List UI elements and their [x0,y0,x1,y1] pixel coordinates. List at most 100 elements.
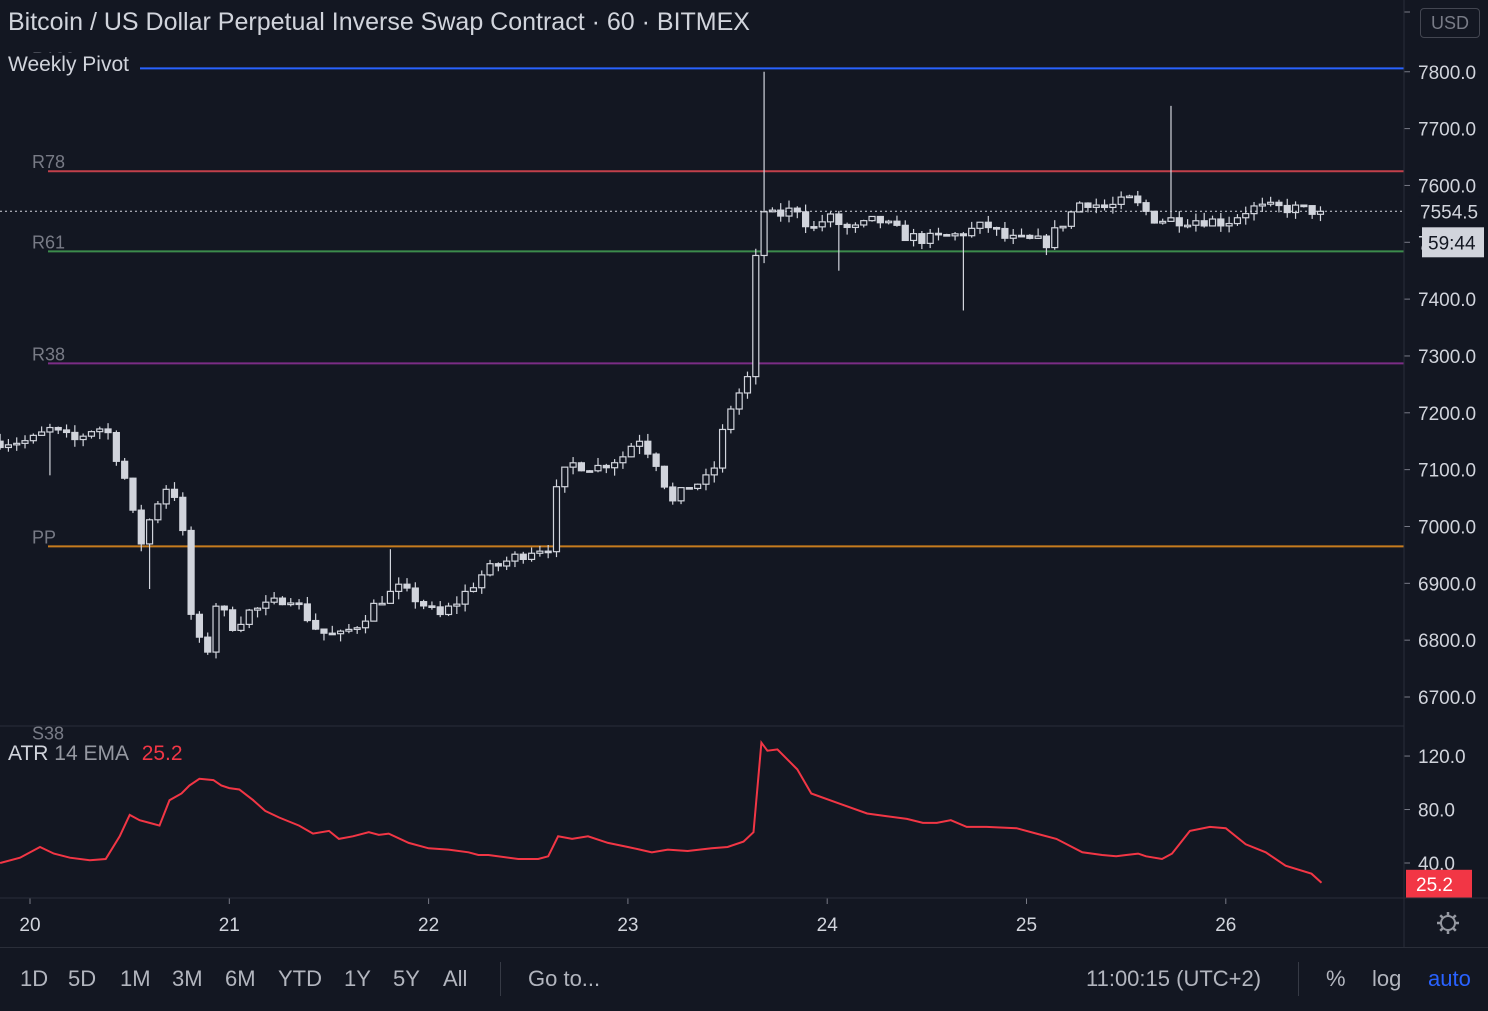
candle-up [38,431,46,436]
pivot-indicator-label[interactable]: Weekly Pivot [8,53,133,77]
candle-up [1009,234,1017,239]
timeframe-5y[interactable]: 5Y [393,966,420,991]
candle-down [312,619,320,630]
candle-down [660,465,669,488]
atr-last-badge [1406,869,1472,898]
candle-up [1067,211,1075,227]
candle-up [154,503,162,521]
price-tick-label: 7100.0 [1418,461,1476,482]
candle-up [1076,202,1084,213]
time-tick-label: 26 [1215,915,1236,936]
candle-up [718,428,727,469]
candle-up [1125,195,1134,199]
log-scale-toggle[interactable]: log [1372,966,1402,991]
candle-up [46,426,54,433]
candle-down [1100,204,1109,209]
price-tick-label: 7600.0 [1418,176,1476,197]
timeframe-3m[interactable]: 3M [172,966,203,991]
gear-icon[interactable] [1437,912,1459,934]
timeframe-1y[interactable]: 1Y [344,966,371,991]
candle-down [278,597,287,606]
currency-button[interactable]: USD [1420,8,1480,38]
candle-down [793,207,801,213]
candle-down [1084,202,1092,208]
timeframe-all[interactable]: All [443,966,468,991]
candle-down [1134,195,1142,204]
candle-up [1059,225,1067,229]
pivot-label-s38: S38 [32,723,64,743]
candle-down [137,509,145,545]
candle-up [237,623,245,631]
candle-down [901,224,909,242]
candle-up [552,486,561,553]
candle-down [303,603,311,622]
pivot-label-r78: R78 [32,152,65,172]
candle-up [1051,227,1059,249]
goto-button[interactable]: Go to... [528,966,601,991]
candle-up [1117,196,1125,205]
candle-up [968,227,976,237]
candle-up [818,221,826,228]
candle-up [885,220,893,224]
toolbar-divider [500,962,501,996]
candle-up [635,440,644,447]
price-tick-label: 7000.0 [1418,517,1476,538]
candle-down [918,233,926,244]
candle-down [121,460,129,479]
candle-down [1200,220,1208,227]
candle-down [652,453,660,467]
candle-down [577,462,585,472]
candle-down [295,602,303,606]
chart-canvas[interactable]: R100R78R61R38PPS38 6700.06800.06900.0700… [0,0,1488,947]
pivot-label-pp: PP [32,527,56,547]
time-tick-label: 21 [219,915,240,936]
candle-down [320,628,328,634]
candle-down [1042,235,1051,249]
candle-up [1267,201,1275,205]
candle-up [760,211,768,257]
candle-down [1283,204,1291,214]
countdown-label: 59:44 [1428,233,1476,254]
candle-down [179,496,187,532]
timeframe-6m[interactable]: 6M [225,966,256,991]
timeframe-1m[interactable]: 1M [120,966,151,991]
candle-up [29,434,37,442]
candle-up [702,474,710,485]
candle-down [129,477,137,511]
price-tick-label: 6800.0 [1418,631,1476,652]
candle-down [893,220,901,226]
candle-up [361,620,370,629]
candle-down [204,636,212,653]
candle-down [1300,204,1308,208]
candle-up [13,442,21,446]
candle-up [1034,235,1042,239]
timeframe-ytd[interactable]: YTD [278,966,322,991]
candle-up [79,435,87,441]
time-tick-label: 20 [19,915,40,936]
atr-value: 25.2 [141,742,183,765]
candle-down [934,232,943,236]
candle-up [677,487,685,502]
price-tick-label: 7400.0 [1418,290,1476,311]
candle-up [1167,217,1175,222]
candle-down [170,488,179,498]
atr-legend[interactable]: ATR 14 EMA 25.2 [8,742,183,766]
candle-up [569,462,577,468]
candle-up [478,574,486,589]
candle-down [943,233,951,237]
timeframe-5d[interactable]: 5D [68,966,97,991]
toolbar-divider [1298,962,1299,996]
candle-up [395,583,403,592]
candle-up [1184,224,1192,228]
timeframe-1d[interactable]: 1D [20,966,49,991]
percent-scale-toggle[interactable]: % [1326,966,1346,991]
time-tick-label: 23 [617,915,638,936]
candle-up [212,605,220,653]
auto-scale-toggle[interactable]: auto [1428,966,1471,991]
clock-timezone[interactable]: 11:00:15 (UTC+2) [1086,966,1262,991]
candle-down [0,440,4,449]
candle-up [785,207,793,217]
countdown-badge [1422,227,1484,258]
candle-up [727,408,735,431]
time-tick-label: 22 [418,915,439,936]
